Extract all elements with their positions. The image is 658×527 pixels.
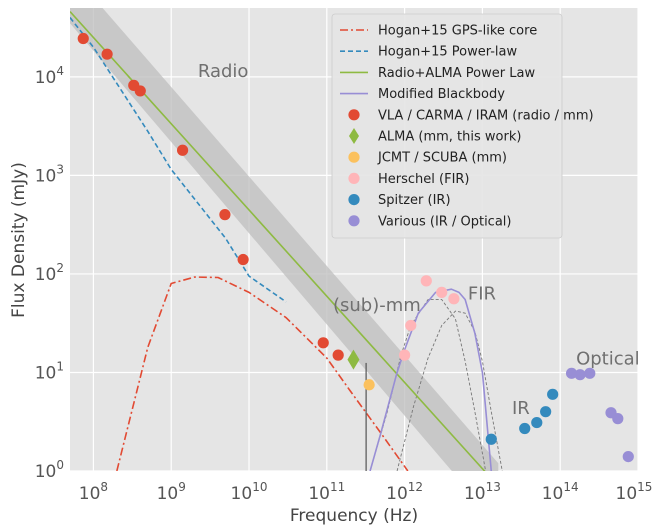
legend-label: Hogan+15 Power-law [378, 45, 517, 60]
x-tick-label: 1014 [542, 480, 579, 504]
legend-label: Radio+ALMA Power Law [378, 66, 535, 81]
legend-label: Hogan+15 GPS-like core [378, 24, 537, 39]
x-tick-label: 109 [157, 480, 186, 504]
uncertainty-band-layer [70, 8, 499, 471]
legend-marker-swatch [349, 128, 359, 144]
legend-label: ALMA (mm, this work) [378, 130, 521, 145]
legend-marker-swatch [348, 109, 360, 121]
legend-box [331, 13, 563, 239]
legend-label: VLA / CARMA / IRAM (radio / mm) [378, 108, 594, 123]
model-line-1 [116, 276, 409, 471]
legend-label: JCMT / SCUBA (mm) [377, 151, 507, 166]
y-axis-label: Flux Density (mJy) [9, 162, 29, 318]
data-point-series-6 [565, 367, 578, 379]
model-line-2 [70, 17, 287, 303]
region-label: IR [512, 398, 530, 419]
legend-label: Modified Blackbody [378, 87, 505, 102]
data-point-series-4 [405, 319, 417, 332]
legend: Hogan+15 GPS-like core Hogan+15 Power-law… [331, 13, 594, 239]
data-point-series-1 [237, 253, 249, 266]
y-tick-label: 101 [35, 359, 64, 383]
data-point-series-5 [519, 422, 531, 435]
data-point-series-2 [347, 349, 360, 370]
data-point-series-1 [134, 85, 146, 97]
data-point-series-4 [399, 349, 411, 361]
power-law-uncertainty-band [70, 8, 499, 471]
y-tick-label: 100 [35, 458, 64, 482]
x-tick-label: 1012 [386, 480, 423, 504]
data-point-series-4 [420, 275, 432, 287]
legend-label: Spitzer (IR) [378, 193, 451, 208]
y-tick-label: 103 [35, 162, 64, 186]
region-label: Optical [576, 349, 640, 370]
data-point-series-5 [540, 406, 552, 418]
x-tick-label: 1013 [464, 480, 501, 504]
x-axis-label: Frequency (Hz) [290, 506, 418, 526]
data-point-series-1 [332, 349, 344, 361]
legend-marker-swatch [348, 172, 360, 184]
x-tick-label: 1010 [231, 480, 268, 504]
data-points-layer [77, 32, 634, 463]
dust-component-2 [396, 310, 503, 471]
data-point-series-1 [176, 144, 189, 156]
legend-marker-swatch [348, 194, 360, 206]
data-point-series-6 [574, 369, 586, 381]
data-point-series-1 [77, 32, 89, 45]
data-point-series-4 [436, 286, 448, 298]
data-point-series-6 [622, 451, 634, 463]
data-point-series-4 [448, 293, 460, 305]
region-label: Radio [198, 61, 249, 82]
y-tick-label: 102 [35, 261, 64, 285]
data-point-series-5 [531, 416, 543, 429]
region-label: FIR [468, 284, 496, 305]
data-point-series-5 [547, 388, 559, 400]
legend-marker-swatch [348, 151, 360, 163]
region-labels: Radio (sub)-mm FIR IR Optical [198, 61, 640, 419]
region-label: (sub)-mm [333, 295, 421, 316]
data-point-series-6 [584, 367, 596, 379]
data-point-series-1 [101, 48, 113, 60]
y-tick-labels: 100 101 102 103 104 [35, 64, 64, 482]
data-point-series-1 [317, 337, 329, 349]
legend-label: Herschel (FIR) [378, 172, 470, 187]
data-point-series-6 [612, 413, 624, 425]
x-tick-label: 1011 [308, 480, 345, 504]
data-point-series-1 [219, 209, 231, 221]
x-tick-label: 108 [79, 480, 108, 504]
data-point-series-3 [363, 379, 375, 391]
data-point-series-5 [485, 433, 497, 445]
legend-marker-swatch [348, 215, 360, 227]
y-tick-label: 104 [35, 64, 64, 88]
x-tick-labels: 108 109 1010 1011 1012 1013 1014 1015 [79, 480, 653, 504]
x-tick-label: 1015 [616, 480, 653, 504]
legend-label: Various (IR / Optical) [378, 214, 511, 229]
grid [70, 8, 639, 472]
